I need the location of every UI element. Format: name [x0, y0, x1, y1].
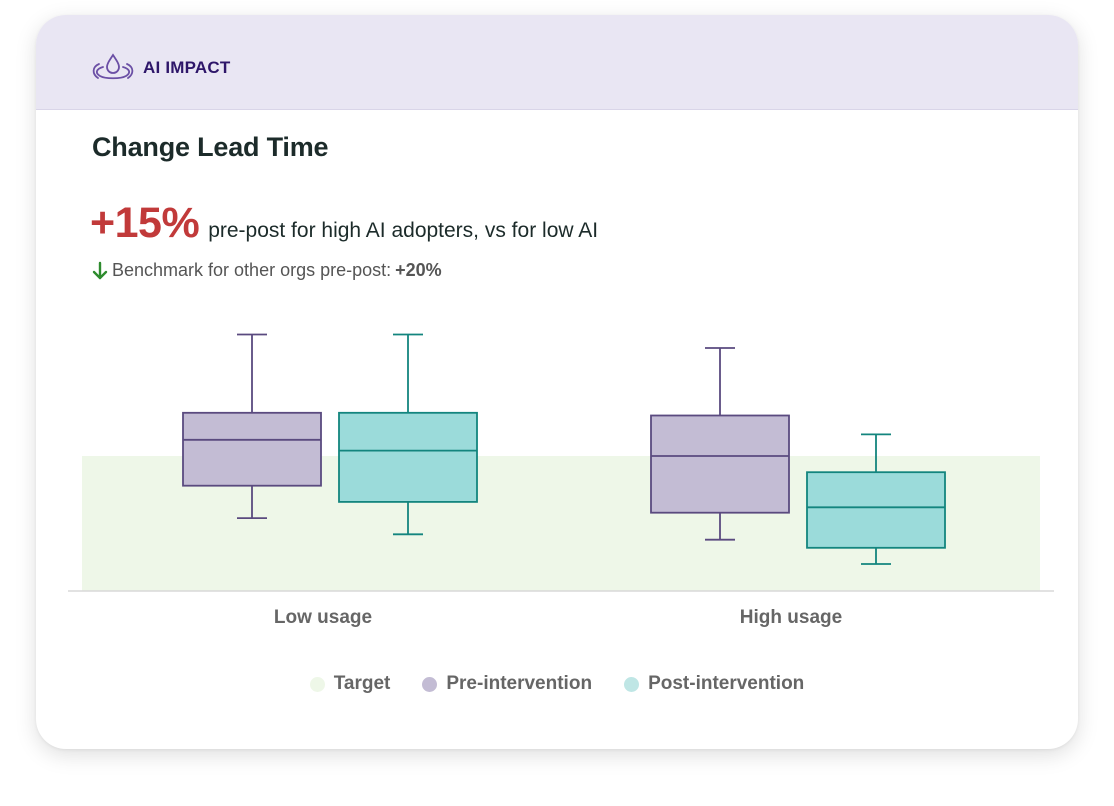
- legend-swatch-pre-intervention: [422, 676, 438, 692]
- legend-item-pre-intervention[interactable]: Pre-intervention: [422, 673, 592, 695]
- headline-text: pre-post for high AI adopters, vs for lo…: [208, 219, 599, 242]
- legend-label-target: Target: [333, 673, 391, 694]
- chart-title: Change Lead Time: [92, 132, 329, 162]
- legend-label-pre-intervention: Pre-intervention: [446, 673, 593, 694]
- legend-item-post-intervention[interactable]: Post-intervention: [624, 673, 804, 695]
- benchmark-text: Benchmark for other orgs pre-post:: [112, 260, 392, 280]
- benchmark: Benchmark for other orgs pre-post: +20%: [92, 260, 442, 281]
- x-tick-label-high-usage: High usage: [740, 607, 842, 628]
- pre-intervention-low-usage-box: [182, 411, 322, 487]
- legend-swatch-post-intervention: [624, 676, 640, 692]
- post-intervention-high-usage-box: [806, 471, 946, 549]
- post-intervention-low-usage-box: [338, 411, 478, 503]
- x-tick-label-low-usage: Low usage: [274, 607, 372, 628]
- chart-card: AI IMPACT Change Lead Time +15% pre-post…: [36, 15, 1078, 749]
- brand: AI IMPACT: [92, 51, 230, 85]
- droplet-ripple-icon: [92, 53, 134, 80]
- headline-value: +15%: [90, 199, 200, 247]
- benchmark-value: +20%: [395, 260, 442, 280]
- boxplot-chart: Low usage High usage: [68, 333, 1054, 628]
- pre-intervention-high-usage-box: [650, 414, 790, 514]
- headline: +15% pre-post for high AI adopters, vs f…: [90, 199, 598, 248]
- arrow-down-icon: [92, 261, 108, 279]
- card-header: AI IMPACT: [36, 15, 1078, 110]
- legend-label-post-intervention: Post-intervention: [648, 673, 805, 694]
- legend-item-target[interactable]: Target: [309, 673, 391, 695]
- chart-legend: Target Pre-intervention Post-interventio…: [36, 673, 1078, 695]
- legend-swatch-target: [309, 676, 325, 692]
- brand-name: AI IMPACT: [143, 58, 231, 77]
